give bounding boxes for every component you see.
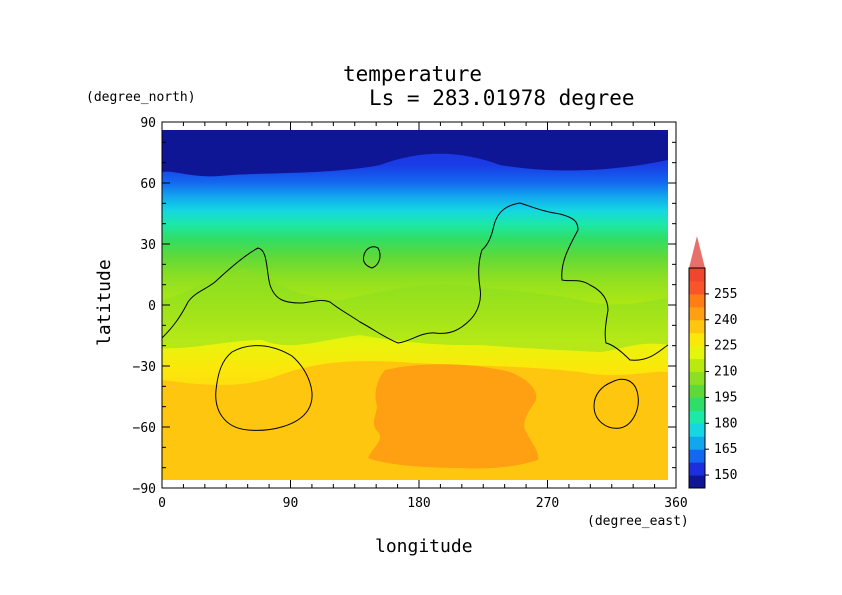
colorbar-segment xyxy=(689,332,705,347)
colorbar-segment xyxy=(689,423,705,437)
y-tick-label: 90 xyxy=(140,116,156,131)
chart-title: temperature xyxy=(343,62,483,86)
contour-line-southeast xyxy=(593,378,639,429)
x-axis-label: longitude xyxy=(375,536,473,557)
x-tick-label: 90 xyxy=(283,496,299,511)
y-tick-label: −30 xyxy=(133,360,156,375)
contour-line-main xyxy=(161,202,669,361)
colorbar-label: 180 xyxy=(714,416,737,431)
x-tick-label: 0 xyxy=(158,496,166,511)
colorbar-segment xyxy=(689,436,705,450)
colorbar-label: 255 xyxy=(714,287,737,302)
colorbar-frame xyxy=(688,267,706,489)
x-tick-label: 360 xyxy=(664,496,687,511)
y-axis-unit: (degree_north) xyxy=(86,90,196,105)
y-tick-label: −90 xyxy=(133,482,156,497)
colorbar-segment xyxy=(689,345,705,360)
colorbar-label: 210 xyxy=(714,365,737,380)
colorbar-segment xyxy=(689,371,705,385)
dark-blue-cap xyxy=(162,130,668,177)
contour-line-southwest xyxy=(215,345,313,431)
chart-subtitle: Ls = 283.01978 degree xyxy=(369,86,635,110)
colorbar-segment xyxy=(689,410,705,424)
colorbar-segment xyxy=(689,306,705,321)
colorbar-segment xyxy=(689,397,705,411)
x-tick-label: 180 xyxy=(407,496,430,511)
colorbar-segment xyxy=(689,462,705,476)
colorbar-segment xyxy=(689,280,705,295)
colorbar-segment xyxy=(689,384,705,398)
colorbar-label: 165 xyxy=(714,442,737,457)
y-tick-label: 60 xyxy=(140,177,156,192)
colorbar-segment xyxy=(689,475,705,489)
contour-line-small-north xyxy=(363,246,381,269)
colorbar-label: 240 xyxy=(714,313,737,328)
colorbar-label: 150 xyxy=(714,468,737,483)
colorbar-label: 225 xyxy=(714,339,737,354)
green-equatorial-region xyxy=(162,268,668,352)
y-tick-label: 0 xyxy=(148,299,156,314)
x-tick-label: 270 xyxy=(536,496,559,511)
colorbar-label: 195 xyxy=(714,390,737,405)
colorbar-overflow-triangle xyxy=(689,236,705,268)
topography-contours xyxy=(161,202,669,431)
y-tick-label: −60 xyxy=(133,421,156,436)
colorbar-segment xyxy=(689,358,705,373)
colorbar-segment xyxy=(689,293,705,308)
heatmap-field xyxy=(162,130,668,480)
y-tick-label: 30 xyxy=(140,238,156,253)
axes-ticks: 0 90 180 270 360 90 60 30 0 −30 −60 −90 xyxy=(133,116,688,511)
x-axis-unit: (degree_east) xyxy=(587,514,689,529)
orange-warm-patch xyxy=(368,364,539,469)
colorbar-segment xyxy=(689,449,705,463)
colorbar-segment xyxy=(689,319,705,334)
colorbar: 150 165 180 195 210 225 240 255 xyxy=(688,236,737,489)
colorbar-segment xyxy=(689,268,705,282)
